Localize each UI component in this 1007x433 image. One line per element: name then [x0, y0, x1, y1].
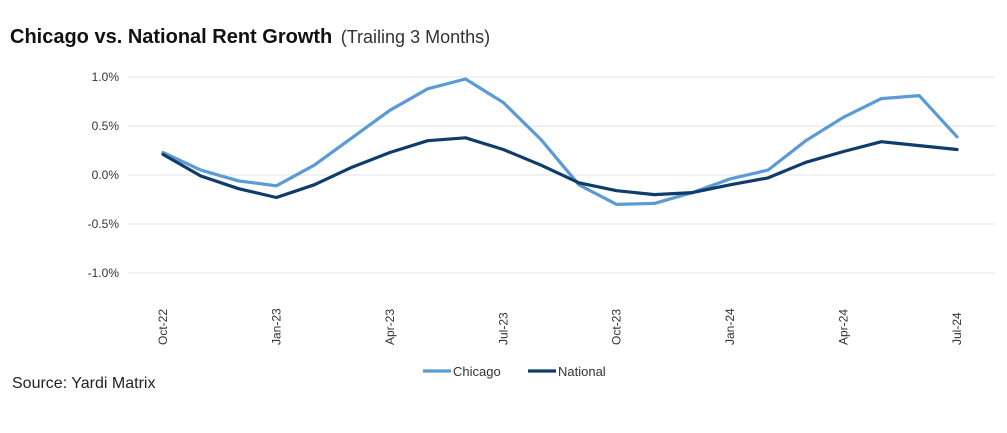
x-tick-label: Jan-23: [269, 308, 283, 345]
y-tick-label: 1.0%: [92, 70, 120, 84]
y-tick-label: -0.5%: [88, 217, 120, 231]
x-tick-label: Apr-24: [837, 309, 851, 345]
chart-title-main: Chicago vs. National Rent Growth: [10, 26, 333, 48]
x-tick-label: Oct-22: [156, 309, 170, 345]
series-line-national: [161, 136, 959, 200]
y-tick-label: 0.0%: [92, 168, 120, 182]
x-tick-label: Jan-24: [723, 308, 737, 345]
x-tick-label: Oct-23: [610, 309, 624, 345]
y-tick-label: -1.0%: [88, 266, 120, 280]
series-line-chicago: [161, 77, 959, 206]
legend-label-chicago: Chicago: [453, 364, 501, 379]
x-tick-label: Jul-24: [950, 312, 964, 345]
chart-subtitle: (Trailing 3 Months): [340, 27, 491, 47]
chart-title: Chicago vs. National Rent Growth (Traili…: [10, 26, 490, 49]
y-tick-label: 0.5%: [92, 119, 120, 133]
x-tick-label: Jul-23: [496, 312, 510, 345]
x-tick-label: Apr-23: [383, 309, 397, 345]
legend-label-national: National: [558, 364, 606, 379]
source-note: Source: Yardi Matrix: [12, 375, 156, 392]
